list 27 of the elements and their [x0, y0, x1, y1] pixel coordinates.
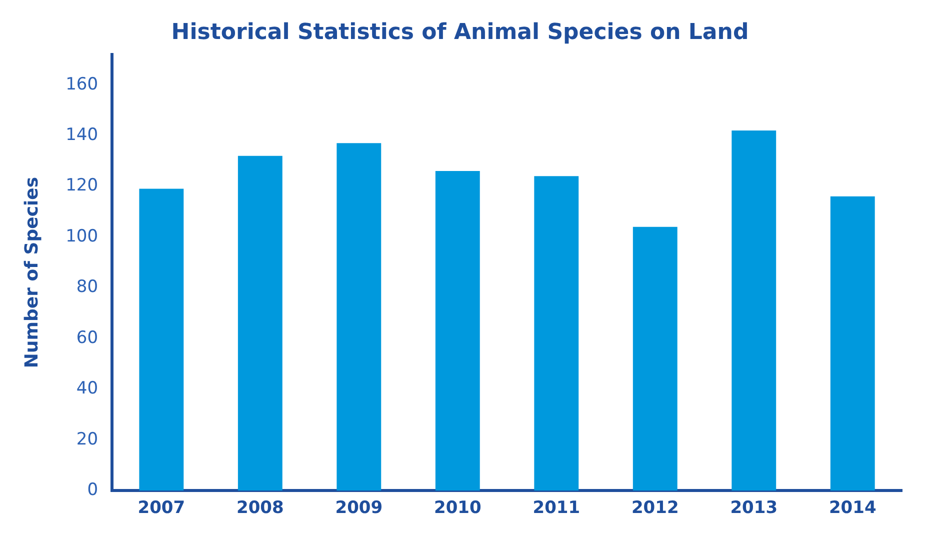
y-tick-label: 40	[76, 378, 98, 399]
x-tick-label: 2007	[138, 498, 186, 518]
bar	[336, 143, 382, 491]
x-tick-label: 2012	[631, 498, 679, 518]
bar	[534, 176, 579, 491]
y-tick-label: 60	[76, 328, 98, 348]
y-tick-label: 140	[66, 124, 98, 145]
y-tick-label: 20	[76, 429, 98, 450]
bar	[139, 188, 184, 491]
y-tick-label: 120	[66, 176, 98, 196]
y-tick-label: 100	[66, 226, 98, 246]
x-tick-label: 2014	[828, 498, 876, 518]
y-axis-title: Number of Species	[21, 176, 42, 368]
x-tick-label: 2010	[434, 498, 482, 518]
bar	[732, 130, 776, 491]
bar	[238, 156, 282, 491]
y-tick-label: 80	[76, 277, 98, 298]
bar	[830, 196, 875, 491]
x-tick-label: 2008	[236, 498, 284, 518]
chart-title: Historical Statistics of Animal Species on Land	[171, 20, 749, 45]
x-tick-label: 2011	[532, 498, 580, 518]
y-tick-label: 160	[66, 74, 98, 94]
y-tick-label: 0	[87, 480, 98, 500]
x-tick-label: 2013	[730, 498, 778, 518]
x-tick-label: 2009	[335, 498, 383, 518]
bar	[435, 171, 480, 491]
bar	[632, 226, 678, 491]
